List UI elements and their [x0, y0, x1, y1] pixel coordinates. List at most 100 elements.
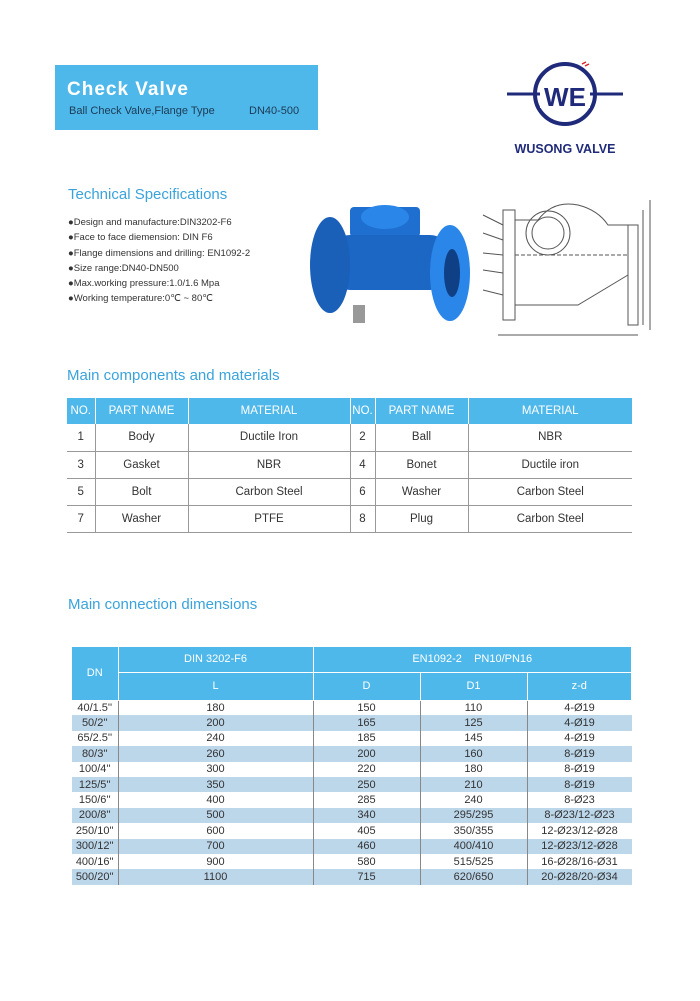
table-cell: 715	[313, 869, 421, 885]
company-logo: WE WUSONG VALVE	[505, 58, 625, 158]
table-cell: 250/10''	[72, 823, 119, 839]
table-row: 100/4'' 300 220 180 8-Ø19	[72, 761, 632, 777]
table-row: 125/5'' 350 250 210 8-Ø19	[72, 776, 632, 793]
spec-item: ●Max.working pressure:1.0/1.6 Mpa	[68, 278, 220, 290]
table-cell: Ductile iron	[468, 451, 632, 479]
logo-text: WUSONG VALVE	[514, 142, 616, 156]
title-banner: Check Valve Ball Check Valve,Flange Type…	[55, 65, 318, 130]
table-row: 400/16'' 900 580 515/525 16-Ø28/16-Ø31	[72, 853, 632, 870]
table-cell: 210	[420, 776, 528, 793]
table-cell: PTFE	[188, 505, 351, 533]
spec-item: ●Face to face diemension: DIN F6	[68, 232, 213, 244]
table-cell: 8-Ø23	[564, 794, 595, 807]
logo-emblem-icon: WE	[507, 61, 623, 126]
table-cell: Bonet	[375, 451, 469, 479]
table-cell: Ball	[375, 424, 469, 452]
table-cell: 40/1.5''	[72, 700, 119, 716]
table-cell: 220	[313, 761, 421, 777]
table-cell: 8-Ø19	[564, 763, 595, 776]
header-dn: DN	[72, 647, 119, 701]
table-cell: Plug	[375, 505, 469, 533]
header-material: MATERIAL	[188, 398, 351, 424]
table-cell: 165	[313, 715, 421, 731]
table-row: 500/20'' 1100 715 620/650 20-Ø28/20-Ø34	[72, 869, 632, 885]
table-cell: Washer	[375, 478, 469, 506]
table-cell: 260	[118, 746, 314, 762]
header-material: MATERIAL	[468, 398, 632, 424]
table-cell: 600	[118, 823, 314, 839]
table-cell: 515/525	[420, 853, 528, 870]
table-cell: 16-Ø28/16-Ø31	[541, 855, 618, 868]
table-cell: NBR	[468, 424, 632, 452]
table-cell: 185	[313, 730, 421, 747]
svg-text:WE: WE	[544, 82, 586, 112]
table-cell: 110	[420, 700, 528, 716]
table-row: 80/3'' 260 200 160 8-Ø19	[72, 746, 632, 762]
header-z-d: z-d	[527, 672, 632, 701]
spec-item: ●Working temperature:0℃ ~ 80℃	[68, 293, 213, 305]
table-header-row: DN DIN 3202-F6 EN1092-2 PN10/PN16	[72, 647, 632, 701]
spec-item: ●Flange dimensions and drilling: EN1092-…	[68, 247, 251, 259]
table-cell: Washer	[95, 505, 189, 533]
table-cell: 460	[313, 838, 421, 854]
table-cell: 500	[118, 807, 314, 824]
spec-item: ●Design and manufacture:DIN3202-F6	[68, 217, 232, 228]
page-title: Check Valve	[67, 79, 189, 100]
table-cell: 65/2.5''	[72, 730, 119, 747]
table-cell: 400/16''	[72, 853, 119, 870]
table-cell: 200	[118, 715, 314, 731]
table-row: 300/12'' 700 460 400/410 12-Ø23/12-Ø28	[72, 838, 632, 854]
table-header-row: L D D1 z-d	[72, 672, 632, 701]
table-cell: 2	[350, 424, 376, 452]
table-cell: 150	[313, 700, 421, 716]
valve-product-image	[310, 205, 470, 323]
table-cell: NBR	[188, 451, 351, 479]
table-cell: 580	[313, 853, 421, 870]
table-cell: 405	[313, 823, 421, 839]
table-cell: 900	[118, 853, 314, 870]
table-cell: 300	[118, 761, 314, 777]
table-cell: 20-Ø28/20-Ø34	[527, 869, 632, 885]
table-row: 200/8'' 500 340 295/295 8-Ø23/12-Ø23	[72, 807, 632, 824]
table-row: 150/6'' 400 285 240 8-Ø23	[72, 792, 632, 808]
components-heading: Main components and materials	[67, 367, 280, 384]
header-no: NO.	[350, 398, 376, 424]
table-row: 65/2.5'' 240 185 145 4-Ø19	[72, 730, 632, 747]
header-en-standard: EN1092-2 PN10/PN16	[313, 647, 632, 673]
table-cell: 1	[67, 424, 96, 452]
table-cell: 1100	[118, 869, 314, 885]
table-cell: 8-Ø23/12-Ø23	[527, 807, 632, 824]
table-cell: 8-Ø19	[527, 746, 632, 762]
table-cell: 8-Ø19	[527, 776, 632, 793]
table-cell: 100/4''	[72, 761, 119, 777]
subtitle: Ball Check Valve,Flange Type	[69, 105, 215, 117]
table-cell: 125/5''	[72, 776, 119, 793]
table-cell: 180	[118, 700, 314, 716]
table-cell: Bolt	[95, 478, 189, 506]
table-cell: 5	[67, 478, 96, 506]
table-cell: 8	[350, 505, 376, 533]
table-row: 250/10'' 600 405 350/355 12-Ø23/12-Ø28	[72, 823, 632, 839]
table-cell: 4-Ø19	[564, 701, 595, 714]
table-cell: 125	[420, 715, 528, 731]
table-cell: Carbon Steel	[468, 478, 632, 506]
table-cell: 180	[420, 761, 528, 777]
table-cell: 150/6''	[72, 792, 119, 808]
table-cell: Carbon Steel	[468, 505, 632, 533]
header-l: L	[118, 672, 314, 701]
table-row: 3 Gasket NBR 4 Bonet Ductile iron	[67, 451, 632, 479]
table-cell: 200/8''	[72, 807, 119, 824]
spec-item: ●Size range:DN40-DN500	[68, 262, 179, 274]
table-cell: 4-Ø19	[564, 732, 595, 745]
table-cell: Gasket	[95, 451, 189, 479]
table-row: 1 Body Ductile Iron 2 Ball NBR	[67, 424, 632, 452]
table-cell: Ductile Iron	[188, 424, 351, 452]
table-cell: 250	[313, 776, 421, 793]
header-part-name: PART NAME	[95, 398, 189, 424]
table-cell: 620/650	[420, 869, 528, 885]
table-cell: 295/295	[420, 807, 528, 824]
table-cell: Carbon Steel	[188, 478, 351, 506]
table-row: 7 Washer PTFE 8 Plug Carbon Steel	[67, 505, 632, 533]
table-header-row: NO. PART NAME MATERIAL NO. PART NAME MAT…	[67, 398, 632, 424]
table-cell: 7	[67, 505, 96, 533]
